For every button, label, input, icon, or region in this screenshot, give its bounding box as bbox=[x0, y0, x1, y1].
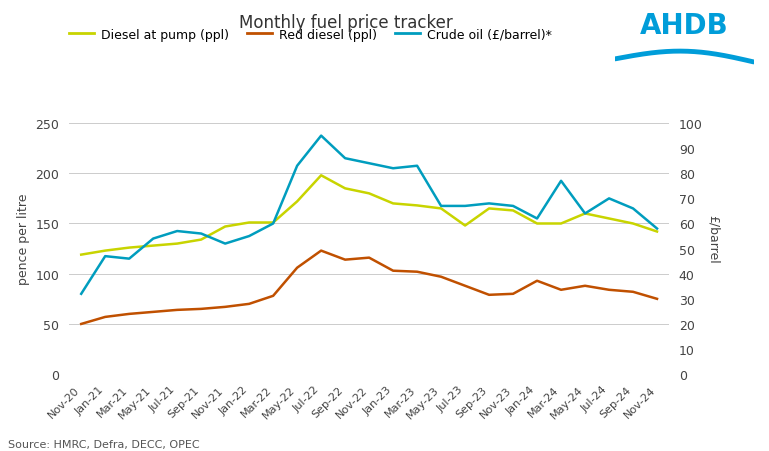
Y-axis label: pence per litre: pence per litre bbox=[17, 193, 30, 285]
Text: Monthly fuel price tracker: Monthly fuel price tracker bbox=[239, 14, 453, 32]
Text: AHDB: AHDB bbox=[640, 12, 729, 40]
Y-axis label: £/barrel: £/barrel bbox=[706, 215, 719, 263]
Text: Source: HMRC, Defra, DECC, OPEC: Source: HMRC, Defra, DECC, OPEC bbox=[8, 439, 199, 449]
Legend: Diesel at pump (ppl), Red diesel (ppl), Crude oil (£/barrel)*: Diesel at pump (ppl), Red diesel (ppl), … bbox=[69, 29, 551, 42]
